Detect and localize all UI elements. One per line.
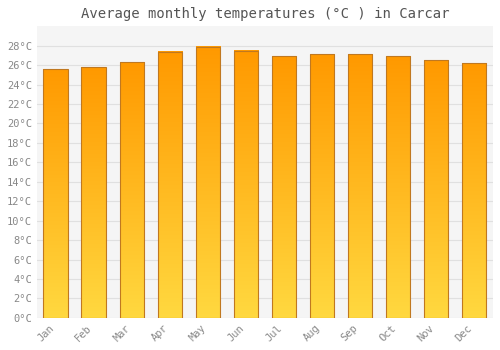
Bar bbox=[234, 51, 258, 318]
Bar bbox=[424, 60, 448, 318]
Bar bbox=[386, 56, 410, 318]
Bar bbox=[158, 51, 182, 318]
Bar bbox=[44, 69, 68, 318]
Bar bbox=[348, 55, 372, 318]
Bar bbox=[196, 47, 220, 318]
Bar bbox=[82, 67, 106, 318]
Bar bbox=[310, 55, 334, 318]
Bar bbox=[462, 63, 486, 318]
Bar bbox=[272, 56, 296, 318]
Bar bbox=[120, 62, 144, 318]
Title: Average monthly temperatures (°C ) in Carcar: Average monthly temperatures (°C ) in Ca… bbox=[80, 7, 449, 21]
